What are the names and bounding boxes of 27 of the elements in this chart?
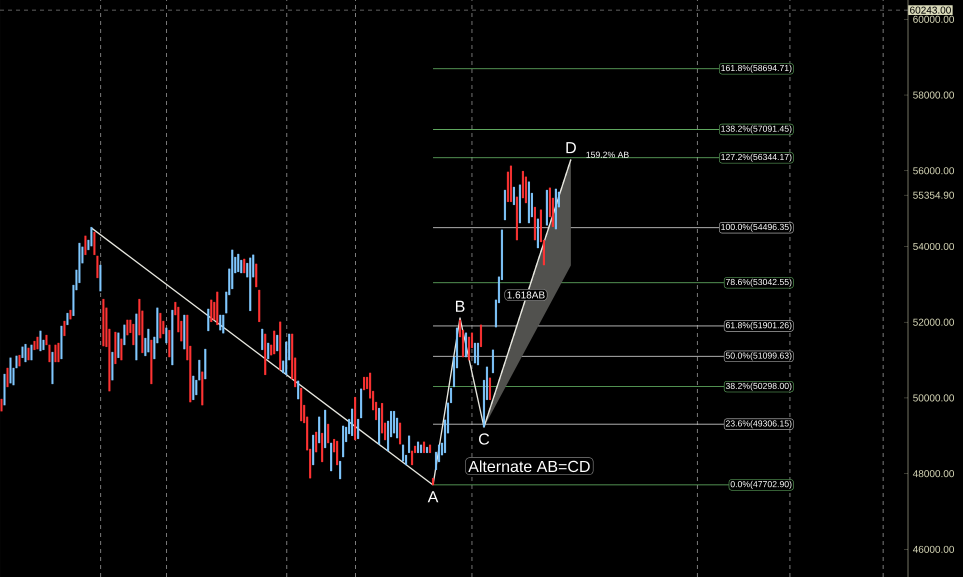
annotation: A xyxy=(428,491,438,502)
ref-line-label: 23.6%(49306.15) xyxy=(726,420,792,428)
annotation: Alternate AB=CD xyxy=(468,460,590,472)
ref-line-label: 100.0%(54496.35) xyxy=(721,224,792,232)
y-tick-label: 58000.00 xyxy=(913,92,954,99)
y-tick-label: 50000.00 xyxy=(913,394,954,402)
annotation: 159.2% AB xyxy=(586,152,629,158)
ref-line-label: 78.6%(53042.55) xyxy=(726,278,792,287)
y-tick-label: 55354.90 xyxy=(913,192,954,199)
y-tick-label: 52000.00 xyxy=(913,318,954,326)
ref-line-label: 0.0%(47702.90) xyxy=(730,480,792,489)
annotation: C xyxy=(479,433,490,445)
y-tick-label: 60000.00 xyxy=(913,16,954,23)
annotation: 1.618AB xyxy=(508,291,545,298)
ref-line-label: 50.0%(51099.63) xyxy=(726,352,792,360)
y-tick-label: 56000.00 xyxy=(913,167,954,174)
ref-line-label: 161.8%(58694.71) xyxy=(721,64,792,73)
ref-line-label: 38.2%(50298.00) xyxy=(726,382,792,391)
y-tick-label: 48000.00 xyxy=(912,470,954,478)
y-tick-label: 46000.00 xyxy=(912,546,954,553)
ref-line-label: 138.2%(57091.45) xyxy=(721,125,792,134)
annotation: D xyxy=(566,142,576,154)
ref-line-label: 127.2%(56344.17) xyxy=(721,154,792,162)
annotation: B xyxy=(456,300,464,312)
ref-line-label: 60243.00 xyxy=(910,6,951,14)
y-tick-label: 54000.00 xyxy=(913,242,954,250)
ref-line-label: 61.8%(51901.26) xyxy=(726,322,792,330)
